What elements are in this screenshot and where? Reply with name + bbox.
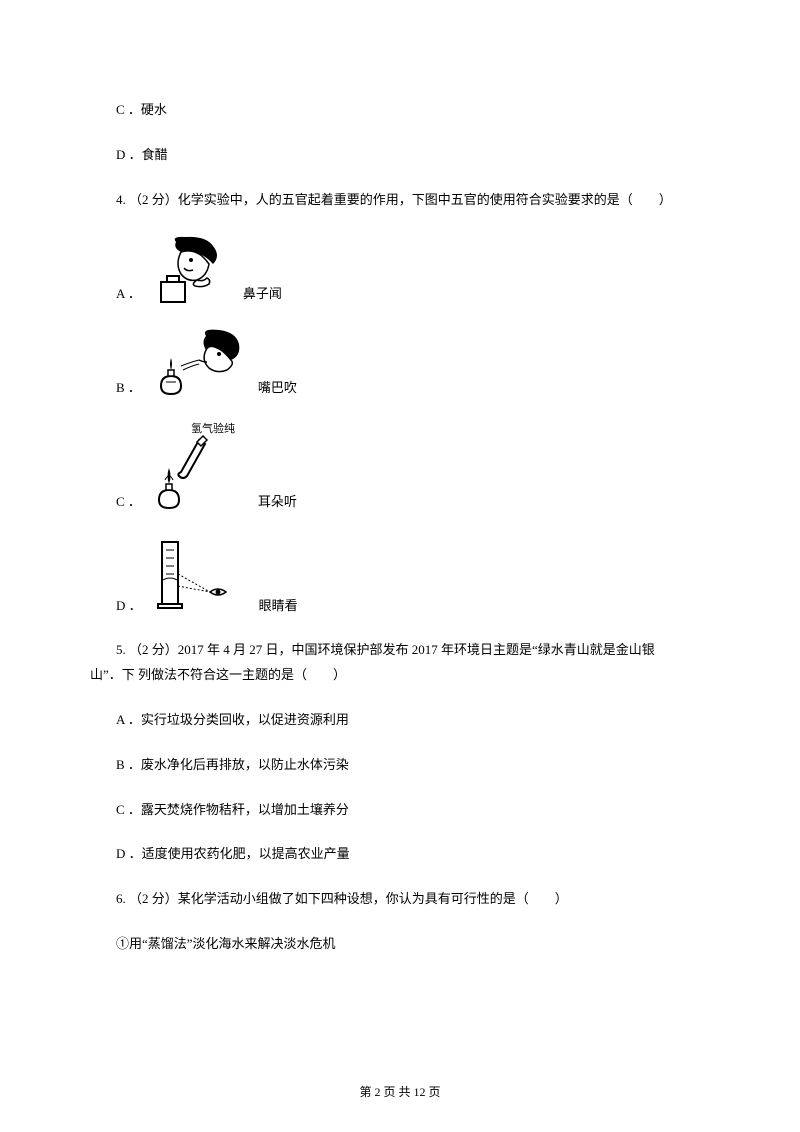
- q5-option-a: A ．实行垃圾分类回收，以促进资源利用: [90, 710, 710, 731]
- q6-item-1: ①用“蒸馏法”淡化海水来解决淡水危机: [90, 934, 710, 955]
- q4-c-text: 耳朵听: [258, 492, 297, 513]
- q5-stem-line2: 山”．下 列做法不符合这一主题的是（ ）: [90, 665, 710, 686]
- q4-b-figure: [151, 328, 246, 398]
- q4-stem: 4. （2 分）化学实验中，人的五官起着重要的作用，下图中五官的使用符合实验要求…: [90, 190, 710, 211]
- q4-option-c: C ． 氢气验纯 耳朵听: [116, 422, 710, 512]
- q4-d-letter: D ．: [116, 596, 142, 617]
- q4-c-letter: C ．: [116, 492, 141, 513]
- q4-d-figure: [152, 536, 247, 616]
- q4-a-figure: [151, 234, 231, 304]
- q4-b-letter: B ．: [116, 378, 141, 399]
- q5-stem-line1: 5. （2 分）2017 年 4 月 27 日，中国环境保护部发布 2017 年…: [90, 640, 710, 661]
- q4-c-figure: 氢气验纯: [151, 422, 246, 512]
- q5-option-d: D ．适度使用农药化肥，以提高农业产量: [90, 844, 710, 865]
- q5-option-c: C ．露天焚烧作物秸秆，以增加土壤养分: [90, 800, 710, 821]
- q3-option-d: D ．食醋: [90, 145, 710, 166]
- q4-option-a: A ． 鼻子闻: [116, 234, 710, 304]
- q5-option-b: B ．废水净化后再排放，以防止水体污染: [90, 755, 710, 776]
- q4-b-text: 嘴巴吹: [258, 378, 297, 399]
- q3-option-c: C ．硬水: [90, 100, 710, 121]
- q4-a-letter: A ．: [116, 284, 141, 305]
- page-footer: 第 2 页 共 12 页: [0, 1083, 800, 1102]
- q4-a-text: 鼻子闻: [243, 284, 282, 305]
- q6-stem: 6. （2 分）某化学活动小组做了如下四种设想，你认为具有可行性的是（ ）: [90, 889, 710, 910]
- q4-d-text: 眼睛看: [259, 596, 298, 617]
- q4-option-d: D ． 眼睛看: [116, 536, 710, 616]
- q4-option-b: B ． 嘴巴吹: [116, 328, 710, 398]
- q4-c-label: 氢气验纯: [191, 422, 235, 435]
